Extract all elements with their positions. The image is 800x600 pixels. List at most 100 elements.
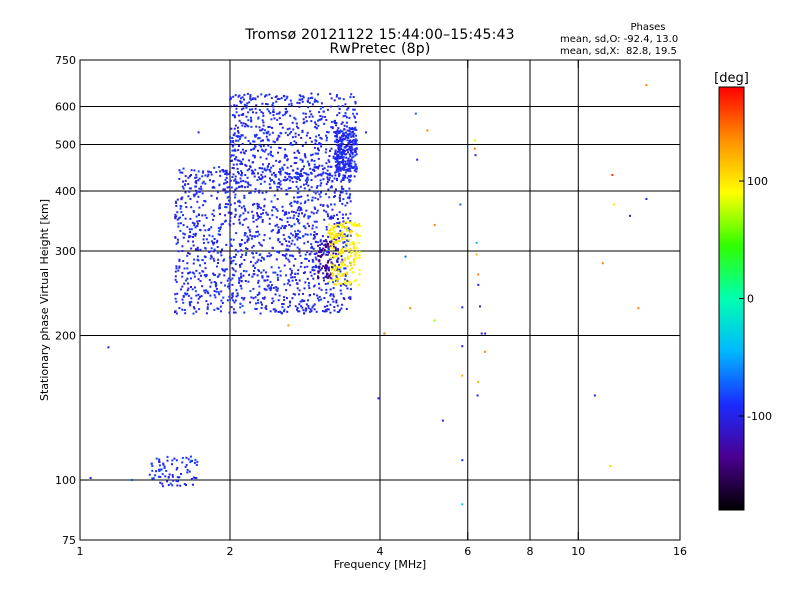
data-point xyxy=(272,105,275,108)
data-point xyxy=(349,212,352,215)
data-point xyxy=(349,96,352,99)
data-point xyxy=(311,196,314,199)
data-point xyxy=(327,260,330,262)
data-point xyxy=(333,191,336,194)
data-point xyxy=(341,190,344,193)
data-point xyxy=(325,226,328,229)
data-point xyxy=(275,100,278,103)
data-point xyxy=(332,287,335,290)
data-point xyxy=(343,149,346,152)
data-point xyxy=(301,160,304,163)
data-point xyxy=(309,167,312,170)
data-point xyxy=(277,230,280,233)
data-point xyxy=(247,119,250,122)
data-point xyxy=(288,127,291,130)
data-point xyxy=(278,97,281,100)
data-point xyxy=(233,132,236,135)
data-point xyxy=(198,187,201,190)
data-point xyxy=(349,165,352,168)
data-point xyxy=(204,182,207,185)
data-point xyxy=(313,100,316,103)
data-point xyxy=(334,160,337,163)
data-point xyxy=(258,291,261,294)
data-point xyxy=(336,222,339,224)
data-point xyxy=(349,298,352,300)
data-point xyxy=(308,162,311,165)
data-point xyxy=(231,283,234,286)
data-point xyxy=(318,173,321,176)
data-point xyxy=(324,267,327,269)
data-point xyxy=(299,237,302,239)
data-point xyxy=(301,174,304,177)
data-point xyxy=(327,165,330,168)
data-point xyxy=(217,227,220,230)
data-point xyxy=(205,312,208,315)
data-point xyxy=(276,188,279,191)
data-point xyxy=(151,465,154,467)
data-point xyxy=(270,284,273,287)
data-point xyxy=(167,484,170,486)
data-point xyxy=(239,264,241,266)
data-point xyxy=(240,173,243,176)
data-point xyxy=(278,135,281,138)
data-point xyxy=(308,253,311,256)
data-point xyxy=(291,297,294,300)
data-point xyxy=(331,238,334,241)
data-point xyxy=(335,124,338,127)
data-point xyxy=(319,262,322,265)
data-point xyxy=(273,194,276,197)
data-point xyxy=(292,264,295,267)
data-point xyxy=(229,179,232,182)
data-point xyxy=(317,276,320,279)
data-point xyxy=(334,226,337,229)
data-point xyxy=(318,299,321,302)
data-point xyxy=(334,232,337,235)
data-point xyxy=(260,140,263,143)
data-point xyxy=(280,218,283,221)
y-tick-label: 200 xyxy=(55,330,76,343)
data-point xyxy=(248,101,251,104)
data-point xyxy=(337,141,339,144)
data-point xyxy=(237,145,240,147)
data-point xyxy=(327,247,330,250)
data-point xyxy=(343,283,346,286)
data-point xyxy=(289,143,292,146)
data-point xyxy=(230,97,233,100)
data-point xyxy=(312,247,315,250)
data-point xyxy=(188,235,191,238)
data-point xyxy=(256,207,259,210)
data-point xyxy=(235,187,238,190)
data-point xyxy=(433,319,436,322)
data-point xyxy=(344,146,347,149)
data-point xyxy=(196,248,199,251)
data-point xyxy=(212,218,215,221)
data-point xyxy=(302,183,305,186)
data-point xyxy=(166,459,169,462)
data-point xyxy=(163,465,166,468)
data-point xyxy=(316,190,319,193)
data-point xyxy=(217,262,219,264)
data-point xyxy=(191,460,193,462)
data-point xyxy=(235,135,238,138)
data-point xyxy=(310,120,313,123)
data-point xyxy=(297,187,300,190)
data-point xyxy=(269,112,272,115)
data-point xyxy=(130,479,133,481)
data-point xyxy=(297,229,300,232)
data-point xyxy=(191,221,194,224)
data-point xyxy=(249,184,252,187)
data-point xyxy=(311,153,314,156)
data-point xyxy=(269,280,272,283)
data-point xyxy=(212,243,215,246)
data-point xyxy=(333,306,336,308)
data-point xyxy=(283,238,286,241)
data-point xyxy=(312,212,315,215)
data-point xyxy=(264,95,266,98)
data-point xyxy=(222,269,224,272)
data-point xyxy=(178,169,181,172)
data-point xyxy=(347,136,350,139)
data-point xyxy=(232,238,235,241)
data-point xyxy=(258,270,260,273)
data-point xyxy=(337,278,340,281)
data-point xyxy=(318,118,321,121)
